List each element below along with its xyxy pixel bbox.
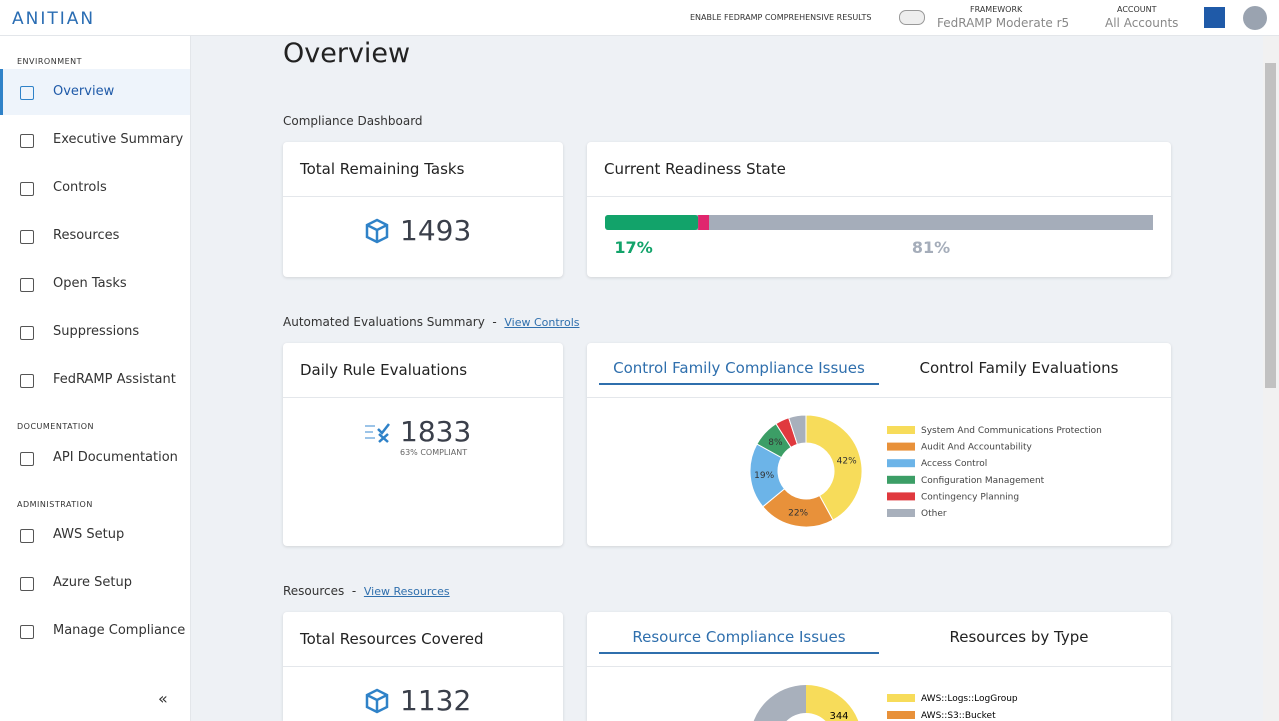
active-highlight	[0, 69, 190, 115]
nav-item[interactable]: Controls	[53, 180, 107, 195]
tasks-card: Total Remaining Tasks 1493	[283, 142, 563, 277]
nav-item[interactable]: Suppressions	[53, 324, 140, 339]
nav-icon	[20, 452, 34, 466]
nav-item[interactable]: Azure Setup	[53, 575, 132, 590]
card-title: Total Remaining Tasks	[300, 160, 465, 178]
nav-item[interactable]: FedRAMP Assistant	[53, 372, 176, 387]
section-heading: Automated Evaluations Summary - View Con…	[283, 315, 580, 329]
sidebar	[0, 36, 191, 721]
legend-swatch	[887, 509, 915, 517]
nav-item[interactable]: Open Tasks	[53, 276, 127, 291]
heading-text: Automated Evaluations Summary	[283, 315, 485, 329]
tasks-icon	[365, 423, 390, 443]
donut-label: 8%	[768, 438, 783, 448]
daily-value: 1833	[400, 415, 472, 448]
donut-label: 42%	[837, 457, 857, 467]
donut-label: 22%	[788, 508, 808, 518]
nav-icon	[20, 625, 34, 639]
header	[0, 0, 1279, 36]
bar-label: 17%	[614, 238, 652, 257]
daily-card: Daily Rule Evaluations 1833 63% COMPLIAN…	[283, 343, 563, 546]
nav-icon	[20, 529, 34, 543]
legend-label: Audit And Accountability	[921, 443, 1032, 453]
nav-item[interactable]: Manage Compliance	[53, 623, 186, 638]
nav-icon	[20, 374, 34, 388]
account-select[interactable]: All Accounts	[1105, 16, 1179, 30]
page-title: Overview	[283, 38, 411, 69]
framework-label: FRAMEWORK	[970, 5, 1023, 14]
bar-segment	[709, 215, 1153, 230]
nav-item[interactable]: Executive Summary	[53, 132, 184, 147]
card-title: Total Resources Covered	[300, 630, 484, 648]
legend-label: AWS::S3::Bucket	[921, 711, 996, 721]
family-card: Control Family Compliance Issues Control…	[587, 343, 1171, 546]
legend-label: AWS::Logs::LogGroup	[921, 694, 1018, 704]
heading-text: Resources	[283, 584, 345, 598]
logo[interactable]: ANITIAN	[12, 9, 96, 29]
bar-segment	[605, 215, 699, 230]
resource-donut: 344 AWS::Logs::LogGroup AWS::S3::Bucket	[753, 685, 1018, 721]
tab-active[interactable]: Resource Compliance Issues	[599, 628, 879, 654]
legend-swatch	[887, 492, 915, 501]
avatar[interactable]	[1243, 6, 1267, 30]
compliant-caption: 63% COMPLIANT	[400, 448, 468, 457]
legend-label: Configuration Management	[921, 476, 1045, 486]
view-resources-link[interactable]: View Resources	[363, 585, 450, 598]
resource-issues-card: Resource Compliance Issues Resources by …	[587, 612, 1171, 721]
section-heading: Resources - View Resources	[283, 584, 450, 598]
toggle-label: ENABLE FEDRAMP COMPREHENSIVE RESULTS	[690, 13, 872, 22]
app-icon[interactable]	[1204, 7, 1225, 28]
readiness-card: Current Readiness State 17% 81%	[587, 142, 1171, 277]
nav-item[interactable]: AWS Setup	[53, 527, 125, 542]
nav-icon	[20, 86, 34, 100]
legend-swatch	[887, 442, 915, 451]
view-controls-link[interactable]: View Controls	[504, 316, 580, 329]
nav-icon	[20, 182, 34, 196]
account-label: ACCOUNT	[1117, 5, 1157, 14]
bar-label: 81%	[912, 238, 950, 257]
resources-card: Total Resources Covered 1132	[283, 612, 563, 721]
segment-label: 344	[829, 711, 848, 721]
sidebar-section: ADMINISTRATION	[17, 500, 93, 509]
donut-label: 19%	[754, 471, 774, 481]
resources-value: 1132	[400, 684, 472, 717]
nav-icon	[20, 134, 34, 148]
nav-icon	[20, 326, 34, 340]
cube-icon	[365, 218, 389, 244]
section-heading: Compliance Dashboard	[283, 114, 423, 128]
tab-active[interactable]: Control Family Compliance Issues	[599, 359, 879, 385]
legend-swatch	[887, 426, 915, 434]
framework-select[interactable]: FedRAMP Moderate r5	[937, 16, 1070, 30]
nav-item[interactable]: Resources	[53, 228, 120, 243]
nav-item[interactable]: Overview	[53, 84, 115, 99]
tasks-value: 1493	[400, 214, 472, 247]
legend-label: System And Communications Protection	[921, 426, 1102, 436]
donut-segment	[805, 414, 863, 521]
tab[interactable]: Control Family Evaluations	[919, 359, 1119, 377]
nav-icon	[20, 278, 34, 292]
legend-swatch	[887, 475, 915, 484]
donut-segment	[788, 414, 807, 446]
scrollbar	[1263, 36, 1279, 721]
tab[interactable]: Resources by Type	[949, 628, 1089, 646]
legend-label: Contingency Planning	[921, 492, 1019, 502]
legend-swatch	[887, 459, 915, 468]
legend-label: Access Control	[921, 459, 987, 469]
bar-segment	[698, 215, 710, 230]
nav-icon	[20, 577, 34, 591]
sidebar-section: ENVIRONMENT	[17, 57, 83, 66]
nav-icon	[20, 230, 34, 244]
sidebar-section: DOCUMENTATION	[17, 422, 94, 431]
readiness-bar: 17% 81%	[605, 215, 1153, 257]
cube-icon	[365, 688, 389, 714]
card-title: Daily Rule Evaluations	[300, 361, 468, 379]
legend-label: Other	[921, 509, 947, 519]
nav-item[interactable]: API Documentation	[53, 450, 178, 465]
collapse[interactable]: «	[158, 689, 168, 708]
card-title: Current Readiness State	[604, 160, 786, 178]
toggle[interactable]	[899, 10, 925, 25]
donut-chart: 42% System And Communications Protection 2…	[749, 414, 1102, 528]
